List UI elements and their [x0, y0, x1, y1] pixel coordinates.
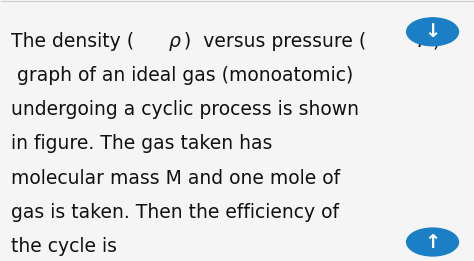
Text: graph of an ideal gas (monoatomic): graph of an ideal gas (monoatomic): [11, 66, 353, 85]
Text: ↑: ↑: [424, 233, 441, 252]
Text: ): ): [432, 32, 439, 51]
Circle shape: [407, 18, 458, 46]
Text: undergoing a cyclic process is shown: undergoing a cyclic process is shown: [11, 100, 359, 119]
Text: The density (: The density (: [11, 32, 134, 51]
Text: the cycle is: the cycle is: [11, 237, 117, 256]
Text: molecular mass M and one mole of: molecular mass M and one mole of: [11, 169, 340, 188]
Text: in figure. The gas taken has: in figure. The gas taken has: [11, 134, 272, 153]
Text: )  versus pressure (: ) versus pressure (: [184, 32, 366, 51]
Circle shape: [407, 228, 458, 256]
Text: ↓: ↓: [424, 22, 441, 41]
Text: ρ: ρ: [169, 32, 181, 51]
Text: gas is taken. Then the efficiency of: gas is taken. Then the efficiency of: [11, 203, 339, 222]
Text: P: P: [418, 32, 429, 51]
